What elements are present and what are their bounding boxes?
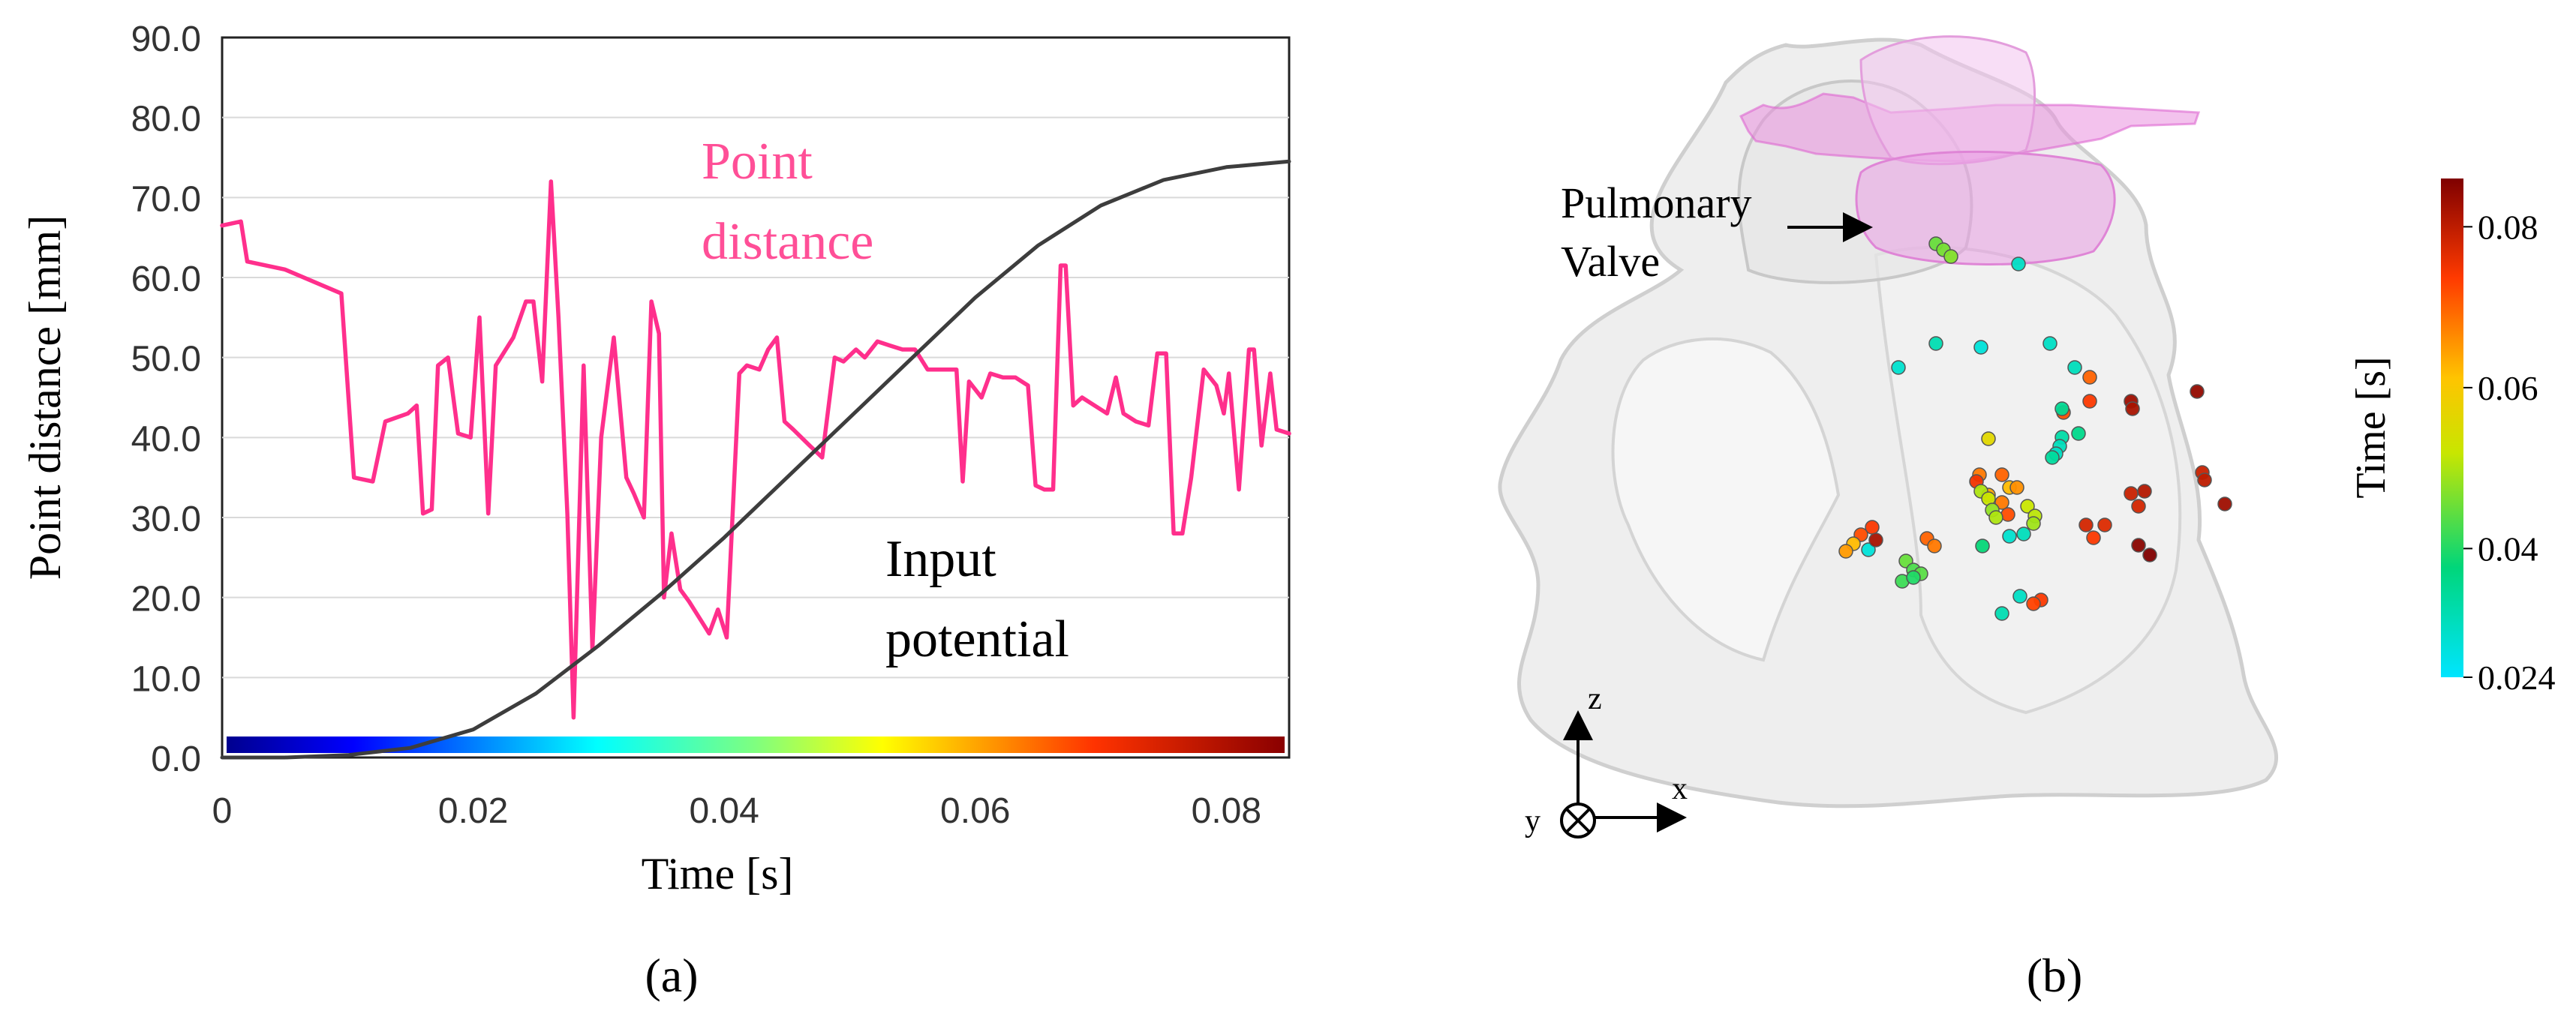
activation-point [2026,516,2041,531]
y-tick-label: 40.0 [131,419,201,459]
activation-point [2011,256,2026,272]
activation-point [2131,499,2146,514]
activation-point [1927,538,1942,554]
activation-point [2002,529,2017,544]
activation-point [1994,606,2009,621]
activation-point [2054,401,2070,416]
colorbar-tick-label: 0.06 [2478,369,2538,407]
activation-point [2086,530,2101,545]
activation-point [1994,467,2009,482]
pulmonary-valve-label-line2: Valve [1561,237,1660,286]
activation-point [2042,336,2057,351]
activation-point [2082,394,2097,409]
colorbar-ticks: 0.08 0.06 0.04 0.024 [2463,208,2556,697]
y-axis-cross-b [1565,808,1591,833]
activation-point [2097,518,2112,532]
right-chamber-mesh [1874,246,2182,715]
y-axis-ticks: 0.0 10.0 20.0 30.0 40.0 50.0 60.0 70.0 80.0 90.0 [131,20,201,779]
time-colorbar [2441,178,2463,677]
activation-point [2142,548,2157,562]
panel-label-b: (b) [2027,949,2083,1002]
x-axis-ticks: 0 0.02 0.04 0.06 0.08 [212,791,1261,831]
colorbar-tick-label: 0.08 [2478,208,2538,246]
x-tick-label: 0.08 [1192,791,1261,831]
y-tick-label: 70.0 [131,179,201,219]
series-lines [220,159,1291,760]
y-tick-label: 0.0 [151,740,201,779]
y-tick-label: 50.0 [131,340,201,380]
activation-point [2067,360,2082,375]
x-tick-label: 0 [212,791,233,831]
activation-point [2137,484,2152,499]
activation-point [1891,360,1906,375]
activation-point [1906,570,1921,585]
activation-point [2071,426,2086,441]
input-potential-line [220,159,1291,760]
activation-point [1928,336,1943,351]
activation-point [2082,370,2097,385]
activation-point [2217,496,2232,512]
activation-point [2190,384,2205,399]
colorbar-tick-label: 0.024 [2478,658,2556,697]
y-axis-label-3d: y [1525,804,1540,838]
activation-point [2012,589,2027,604]
activation-point [2079,518,2094,532]
point-distance-label-line2: distance [702,213,873,271]
time-colorbar-strip [227,736,1285,753]
x-axis-label: Time [s] [642,849,794,898]
activation-point [2026,596,2041,611]
input-potential-label-line2: potential [885,610,1069,668]
activation-point [1865,520,1880,535]
colorbar-label: Time [s] [2348,356,2394,498]
activation-point [1994,495,2009,510]
y-tick-label: 10.0 [131,659,201,699]
activation-point [2016,526,2031,542]
colorbar-tick-label: 0.04 [2478,530,2538,568]
activation-point [2131,538,2146,553]
activation-point [2125,401,2140,416]
line-chart-panel: 0.010.020.030.040.050.060.070.080.090.0 … [20,20,1291,1002]
activation-point [2009,480,2024,495]
activation-point [1988,510,2003,525]
y-tick-label: 80.0 [131,100,201,140]
point-distance-label-line1: Point [702,133,813,190]
z-axis-label: z [1588,682,1602,716]
activation-point [1861,542,1876,557]
activation-point [2124,486,2139,501]
activation-point [2000,507,2015,522]
activation-point [1868,532,1883,548]
valve-ring [1855,150,2116,266]
activation-point [1943,249,1958,264]
coordinate-axes-icon: z x y [1525,682,1688,838]
y-tick-label: 20.0 [131,580,201,620]
valve-funnel [1859,35,2036,166]
gridlines [222,116,1289,679]
activation-point [1838,544,1853,559]
point-distance-line [220,179,1291,720]
panel-label-a: (a) [645,949,698,1002]
y-axis-label: Point distance [mm] [20,215,70,580]
activation-point [2197,472,2212,488]
heart-inner-mesh [1611,337,1841,662]
activation-point [1975,538,1990,554]
x-tick-label: 0.04 [689,791,759,831]
y-tick-label: 30.0 [131,500,201,539]
scatter-points [1838,236,2232,621]
input-potential-label-line1: Input [885,530,996,588]
pulmonary-valve-label-line1: Pulmonary [1561,178,1752,227]
activation-point [2045,450,2060,465]
activation-point [1981,431,1996,446]
y-tick-label: 60.0 [131,260,201,299]
activation-point [2020,499,2035,514]
y-tick-label: 90.0 [131,20,201,59]
x-tick-label: 0.06 [940,791,1010,831]
x-axis-label-3d: x [1672,772,1688,806]
heart-scatter-panel: Pulmonary Valve z x y 0.080.060.040.024 … [1498,35,2556,1002]
activation-point [1973,340,1988,355]
x-tick-label: 0.02 [438,791,508,831]
